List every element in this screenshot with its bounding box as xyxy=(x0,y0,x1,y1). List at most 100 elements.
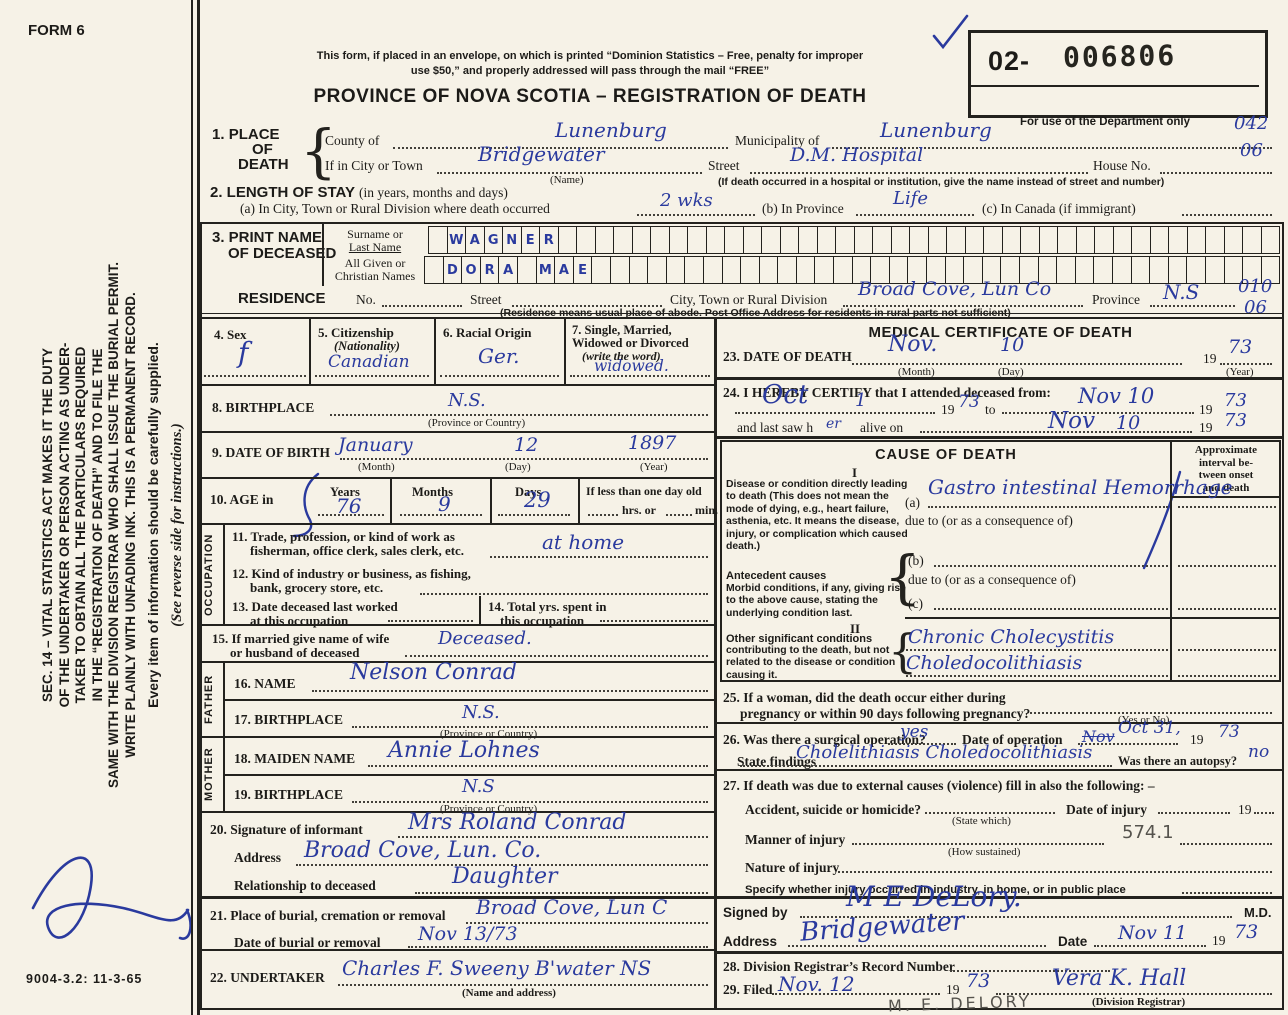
s3-label1: 3. PRINT NAME xyxy=(212,229,323,246)
s27-injury-date-label: Date of injury xyxy=(1066,802,1147,817)
s1-label-death: DEATH xyxy=(238,156,289,173)
letter-cell xyxy=(651,227,670,253)
letter-cell xyxy=(1057,257,1076,283)
given-label: All Given or Christian Names xyxy=(326,257,424,283)
supply-note: Every item of information should be care… xyxy=(145,342,161,708)
ink-flourish-mark xyxy=(31,856,192,940)
letter-cell xyxy=(1243,257,1262,283)
marital-label1: 7. Single, Married, xyxy=(572,323,672,337)
other-line1 xyxy=(906,649,1168,651)
medical-cert-title: MEDICAL CERTIFICATE OF DEATH xyxy=(868,324,1133,341)
s24-saw-19: 19 xyxy=(1199,420,1213,435)
sex-line xyxy=(204,375,306,377)
letter-cell: N xyxy=(503,227,522,253)
s24-to-value: Nov 10 xyxy=(1078,384,1155,408)
informant-rel-line xyxy=(415,892,708,894)
s15-line xyxy=(405,655,708,657)
s23-month-sub: (Month) xyxy=(898,366,935,378)
father-name-value: Nelson Conrad xyxy=(350,660,517,685)
citizenship-value: Canadian xyxy=(328,352,410,372)
s1-place: PLACE xyxy=(228,126,280,143)
s26-findings-value: Cholelithiasis Choledocolithiasis xyxy=(796,742,1093,763)
letter-cell: A xyxy=(466,227,485,253)
s24-to-line xyxy=(1002,412,1194,414)
letter-cell xyxy=(778,257,797,283)
letter-cell xyxy=(834,257,853,283)
letter-cell: E xyxy=(574,257,593,283)
s2c-label: (c) In Canada (if immigrant) xyxy=(982,201,1136,216)
occupation-side-rule xyxy=(223,523,225,625)
mother-bp-line xyxy=(352,801,708,803)
age-min-label: min. xyxy=(695,503,719,517)
undertaker-line xyxy=(338,984,708,986)
s29-registrar-line xyxy=(996,993,1272,995)
letter-cell xyxy=(964,257,983,283)
age-days-label: Days xyxy=(515,485,542,499)
s11-label1: 11. Trade, profession, or kind of work a… xyxy=(232,529,455,544)
letter-cell xyxy=(1262,227,1280,253)
father-name-line xyxy=(312,690,708,692)
burial-date-label: Date of burial or removal xyxy=(234,935,381,950)
given-label1: All Given or xyxy=(344,256,406,270)
rule-under-20-27 xyxy=(200,896,1284,899)
letter-cell xyxy=(873,227,892,253)
s23-year: 73 xyxy=(1228,336,1253,358)
interval-c-line xyxy=(1178,608,1276,610)
other-value1: Chronic Cholecystitis xyxy=(908,626,1115,648)
rule-under-9 xyxy=(200,477,714,479)
letter-cell xyxy=(723,257,742,283)
s24-from-year: 73 xyxy=(958,392,980,412)
s27-acc-line xyxy=(925,812,1055,814)
mother-name-line xyxy=(368,765,708,767)
age-hrs-label: hrs. or xyxy=(622,503,656,517)
checkmark-ink xyxy=(932,14,969,50)
s27-nature-label: Nature of injury xyxy=(745,860,840,875)
s14-label2: this occupation xyxy=(500,613,585,628)
s26-date-struck: Nov xyxy=(1082,727,1115,746)
letter-cell xyxy=(1094,257,1113,283)
s29-pencil-name: M. E. DELORY xyxy=(887,991,1032,1015)
birthplace-label: 8. BIRTHPLACE xyxy=(212,400,315,415)
other-line2 xyxy=(906,675,1168,677)
s29-19: 19 xyxy=(946,982,960,997)
s27-manner-sub: (How sustained) xyxy=(948,846,1021,858)
s11-line xyxy=(490,556,708,558)
s24-saw-label1: and last saw h xyxy=(737,420,814,435)
s24-saw-day: 10 xyxy=(1116,412,1141,434)
letter-cell xyxy=(559,227,577,253)
letter-cell xyxy=(611,257,630,283)
letter-cell xyxy=(966,227,984,253)
s15-label2: or husband of deceased xyxy=(230,645,360,660)
s26-year-prefix: 19 xyxy=(1190,732,1204,747)
s23-month: Nov. xyxy=(888,332,938,357)
reverse-note: (See reverse side for instructions.) xyxy=(168,423,185,627)
s3-label2: OF DECEASED xyxy=(228,245,337,262)
cause-b-due: due to (or as a consequence of) xyxy=(908,572,1076,587)
s27-acc-label: Accident, suicide or homicide? xyxy=(745,802,921,817)
s26-value: yes xyxy=(900,722,929,742)
letter-cell xyxy=(1225,257,1244,283)
duty-line: SEC. 14 – VITAL STATISTICS ACT MAKES IT … xyxy=(40,347,55,703)
s27-label: 27. If death was due to external causes … xyxy=(723,778,1155,793)
s2c-line xyxy=(1182,214,1272,216)
racial-origin-value: Ger. xyxy=(478,344,520,368)
interval-a-line xyxy=(1178,506,1276,508)
birthplace-value: N.S. xyxy=(448,390,486,411)
letter-cell xyxy=(1003,227,1021,253)
s13-label1: 13. Date deceased last worked xyxy=(232,599,398,614)
signed-date-value: Nov 11 xyxy=(1118,922,1188,944)
birthplace-sub: (Province or Country) xyxy=(428,417,526,429)
letter-cell: M xyxy=(537,257,556,283)
letter-cell xyxy=(1169,257,1188,283)
s23-day: 10 xyxy=(1000,334,1025,356)
s28-line xyxy=(950,970,1110,972)
s2-title-row: 2. LENGTH OF STAY (in years, months and … xyxy=(210,184,508,202)
letter-cell xyxy=(1132,257,1151,283)
age-bracket-ink xyxy=(292,472,320,538)
s27-manner-label: Manner of injury xyxy=(745,832,846,847)
s29-registrar-value: Vera K. Hall xyxy=(1052,966,1187,991)
interval-line1: Approximate xyxy=(1194,444,1258,456)
father-bp-label: 17. BIRTHPLACE xyxy=(234,712,344,727)
s14-label1: 14. Total yrs. spent in xyxy=(488,599,607,614)
s1-label-place: 1. PLACE xyxy=(212,126,280,143)
